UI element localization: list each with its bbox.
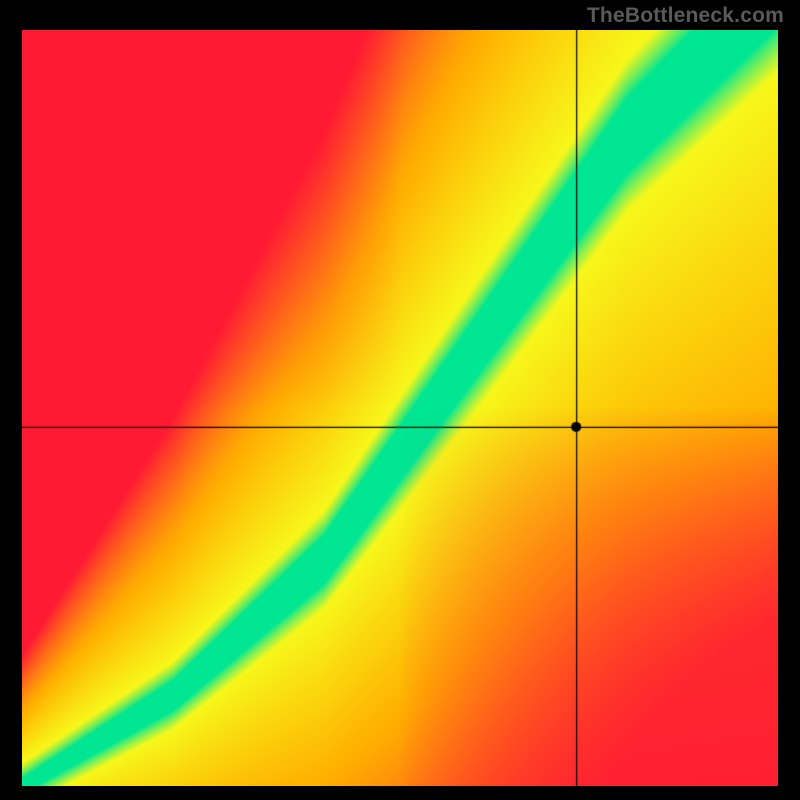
heatmap-canvas xyxy=(22,30,778,786)
site-watermark: TheBottleneck.com xyxy=(587,4,784,28)
chart-container: TheBottleneck.com xyxy=(0,0,800,800)
